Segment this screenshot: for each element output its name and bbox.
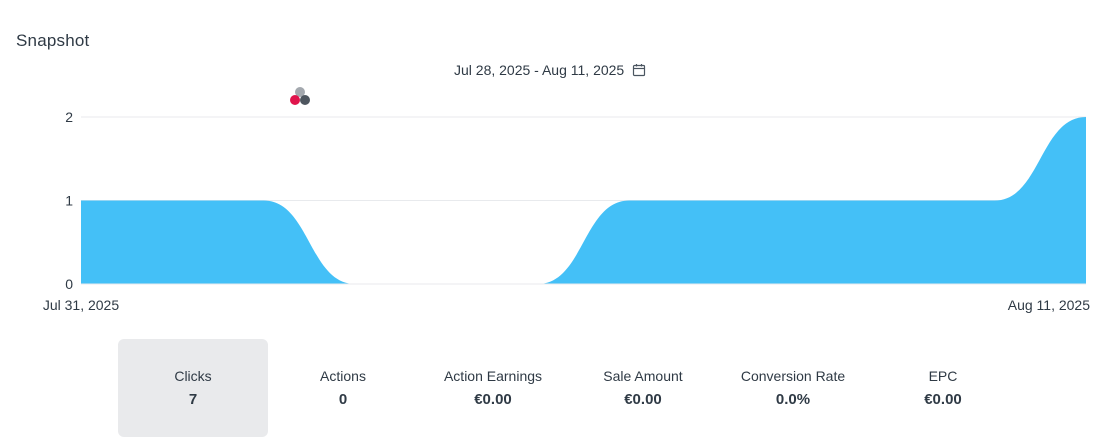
metric-value: 0 [338,391,348,408]
metric-tab-epc[interactable]: EPC €0.00 [868,339,1018,437]
date-range-picker[interactable]: Jul 28, 2025 - Aug 11, 2025 [454,62,646,78]
metrics-bar: Clicks 7 Actions 0 Action Earnings €0.00 Sale … [118,339,1018,437]
metric-label: Sale Amount [603,368,683,384]
x-tick-label: Aug 11, 2025 [1008,297,1090,313]
date-range-label: Jul 28, 2025 - Aug 11, 2025 [454,62,625,78]
metric-value: €0.00 [924,391,962,408]
metric-tab-conversion-rate[interactable]: Conversion Rate 0.0% [718,339,868,437]
series-toggle-group [289,87,311,107]
x-tick-label: Jul 31, 2025 [43,297,119,313]
metric-value: €0.00 [474,391,512,408]
metric-label: Conversion Rate [740,368,846,384]
series-toggle-gray-light-dot[interactable] [295,87,305,97]
area-series [81,117,1086,284]
metric-value: 0.0% [775,391,811,408]
metric-label: Actions [320,368,366,384]
metric-value: €0.00 [624,391,662,408]
metric-label: Clicks [174,368,212,384]
y-tick-label: 0 [65,276,73,292]
metric-value: 7 [188,391,198,408]
calendar-icon [633,64,646,77]
metric-tab-actions[interactable]: Actions 0 [268,339,418,437]
metric-tab-clicks[interactable]: Clicks 7 [118,339,268,437]
series-toggle-gray-dark-dot[interactable] [300,95,310,105]
metric-label: EPC [928,368,958,384]
page-title: Snapshot [16,31,90,50]
area-chart: 0 1 2 Jul 31, 2025 Aug 11, 2025 [43,109,1090,313]
series-toggle-red-dot[interactable] [290,95,300,105]
metric-label: Action Earnings [443,368,543,384]
metric-tab-sale-amount[interactable]: Sale Amount €0.00 [568,339,718,437]
y-tick-label: 2 [65,109,73,125]
y-tick-label: 1 [65,193,73,209]
metric-tab-action-earnings[interactable]: Action Earnings €0.00 [418,339,568,437]
